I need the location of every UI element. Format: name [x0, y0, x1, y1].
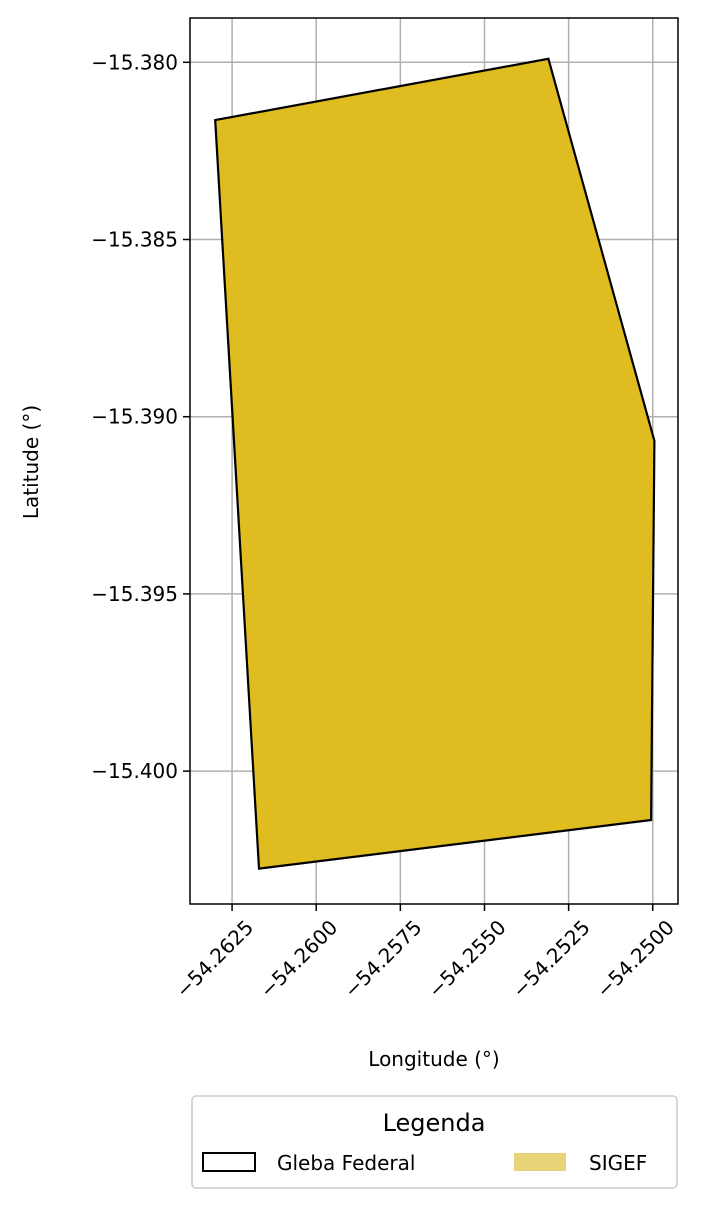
polygon-sigef [215, 58, 655, 869]
y-tick-label: −15.395 [91, 582, 178, 606]
legend-swatch-gleba-federal [202, 1152, 256, 1172]
polygon-gleba-federal [214, 57, 656, 870]
y-tick-label: −15.400 [91, 759, 178, 783]
legend-swatch-sigef [514, 1153, 566, 1171]
plot-frame [189, 17, 679, 905]
legend-title: Legenda [383, 1109, 486, 1137]
x-axis-label: Longitude (°) [368, 1047, 499, 1071]
y-tick-label: −15.390 [91, 405, 178, 429]
y-axis-label: Latitude (°) [19, 405, 43, 519]
legend-label-gleba-federal: Gleba Federal [277, 1151, 415, 1175]
legend-label-sigef: SIGEF [589, 1151, 647, 1175]
map-polygons [214, 57, 656, 870]
legend: Legenda Gleba Federal SIGEF [191, 1095, 678, 1189]
y-tick-label: −15.385 [91, 228, 178, 252]
y-tick-label: −15.380 [91, 50, 178, 74]
